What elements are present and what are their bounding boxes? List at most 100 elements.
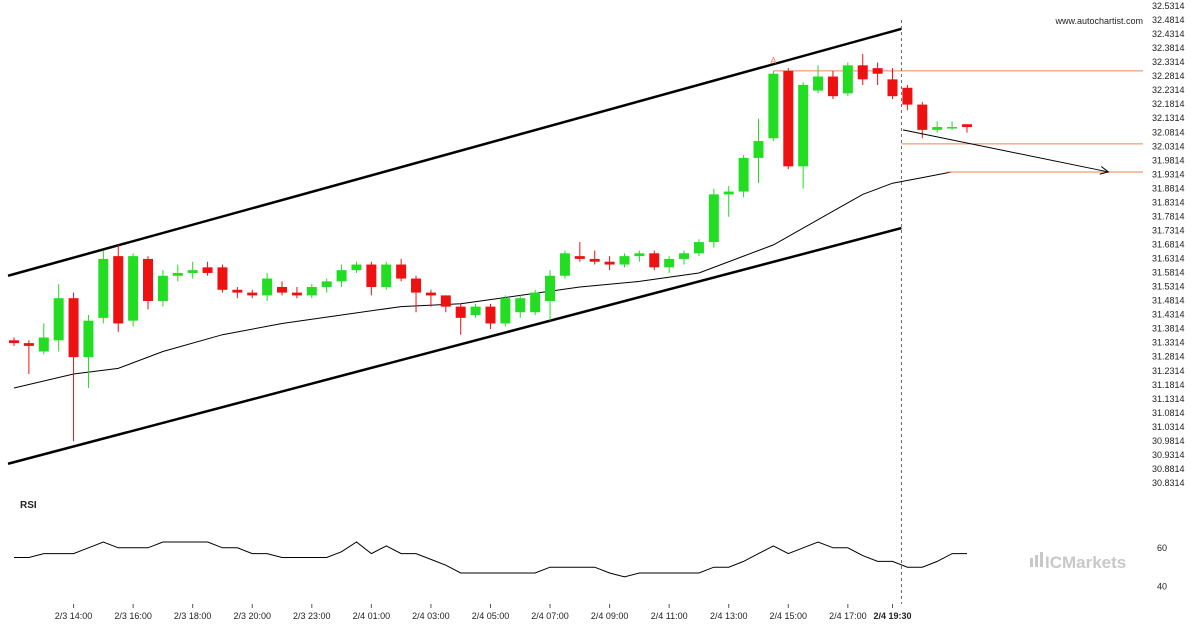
time-tick-label: 2/4 09:00 xyxy=(591,611,629,621)
bullish-candle xyxy=(932,127,943,130)
bullish-candle xyxy=(738,157,749,192)
price-tick-label: 31.3314 xyxy=(1152,338,1185,348)
bearish-candle xyxy=(574,256,585,259)
price-tick-label: 31.9314 xyxy=(1152,169,1185,179)
bearish-candle xyxy=(143,258,154,302)
watermark-logo: ICMarkets xyxy=(1030,552,1126,572)
channel-lines xyxy=(7,27,902,465)
price-tick-label: 32.4314 xyxy=(1152,29,1185,39)
bearish-candle xyxy=(366,264,377,287)
watermark-text: ICMarkets xyxy=(1045,553,1126,572)
price-tick-label: 31.1314 xyxy=(1152,394,1185,404)
bearish-candle xyxy=(485,306,496,324)
bullish-candle xyxy=(500,298,511,324)
price-axis: 32.5314 32.4814 32.4314 32.3814 32.3314 32.28… xyxy=(1152,1,1185,488)
price-tick-label: 31.2814 xyxy=(1152,352,1185,362)
price-levels: A xyxy=(770,20,1143,604)
bearish-candle xyxy=(217,267,228,290)
bullish-candle xyxy=(530,292,541,313)
price-tick-label: 30.9314 xyxy=(1152,450,1185,460)
bullish-candle xyxy=(381,264,392,287)
price-tick-label: 32.0314 xyxy=(1152,141,1185,151)
bearish-candle xyxy=(232,289,243,293)
channel-lower-line xyxy=(7,226,902,465)
forecast-arrow-head xyxy=(1099,166,1110,175)
rsi-line xyxy=(14,541,967,578)
bullish-candle xyxy=(172,272,183,276)
price-tick-label: 30.8814 xyxy=(1152,464,1185,474)
bullish-candle xyxy=(679,253,690,259)
price-tick-label: 32.2814 xyxy=(1152,71,1185,81)
bearish-candle xyxy=(857,65,868,80)
bullish-candle xyxy=(336,270,347,282)
rsi-tick-label: 40 xyxy=(1157,581,1167,591)
site-url[interactable]: www.autochartist.com xyxy=(1054,16,1143,26)
price-tick-label: 31.4314 xyxy=(1152,310,1185,320)
forecast-arrow xyxy=(902,129,1110,175)
bullish-candle xyxy=(634,253,645,257)
bullish-candle xyxy=(693,242,704,254)
time-tick-label: 2/3 18:00 xyxy=(174,611,212,621)
price-tick-label: 31.6814 xyxy=(1152,240,1185,250)
price-tick-label: 31.5814 xyxy=(1152,268,1185,278)
time-tick-label: 2/4 17:00 xyxy=(829,611,867,621)
bullish-candle xyxy=(306,286,317,296)
bearish-candle xyxy=(277,286,288,293)
bullish-candle xyxy=(38,337,49,352)
moving-average-line xyxy=(13,171,953,389)
forecast-arrow-line xyxy=(902,129,1109,173)
bullish-candle xyxy=(723,191,734,195)
bearish-candle xyxy=(9,340,19,344)
bullish-candle xyxy=(53,298,64,341)
bullish-candle xyxy=(187,270,198,273)
bullish-candle xyxy=(768,73,779,139)
candles xyxy=(9,54,972,442)
rsi-tick-label: 60 xyxy=(1157,543,1167,553)
price-tick-label: 32.1314 xyxy=(1152,113,1185,123)
bearish-candle xyxy=(440,295,451,307)
bullish-candle xyxy=(798,84,809,167)
bearish-candle xyxy=(291,292,302,296)
price-tick-label: 31.6314 xyxy=(1152,254,1185,264)
bearish-candle xyxy=(917,104,928,130)
time-tick-label: 2/3 20:00 xyxy=(233,611,271,621)
bearish-candle xyxy=(396,264,407,279)
price-tick-label: 31.2314 xyxy=(1152,366,1185,376)
bearish-candle xyxy=(783,70,794,167)
rsi-label: RSI xyxy=(20,500,37,511)
bearish-candle xyxy=(887,79,898,97)
bullish-candle xyxy=(559,253,570,276)
bearish-candle xyxy=(604,261,615,265)
bearish-candle xyxy=(961,124,972,128)
price-tick-label: 32.4814 xyxy=(1152,15,1185,25)
price-tick-label: 31.7314 xyxy=(1152,225,1185,235)
bullish-candle xyxy=(470,306,481,316)
price-tick-label: 32.3814 xyxy=(1152,43,1185,53)
time-tick-label: 2/4 19:30 xyxy=(873,611,911,621)
bearish-candle xyxy=(247,292,258,296)
bearish-candle xyxy=(455,306,466,318)
bullish-candle xyxy=(83,320,94,358)
price-tick-label: 31.7814 xyxy=(1152,211,1185,221)
time-tick-label: 2/4 03:00 xyxy=(412,611,450,621)
price-tick-label: 32.0814 xyxy=(1152,127,1185,137)
time-tick-label: 2/3 16:00 xyxy=(114,611,152,621)
time-tick-label: 2/4 05:00 xyxy=(472,611,510,621)
bullish-candle xyxy=(619,256,630,265)
price-tick-label: 31.8814 xyxy=(1152,183,1185,193)
bearish-candle xyxy=(827,76,838,97)
bullish-candle xyxy=(842,65,853,94)
price-tick-label: 31.0314 xyxy=(1152,422,1185,432)
price-tick-label: 31.8314 xyxy=(1152,197,1185,207)
bullish-candle xyxy=(545,275,556,302)
price-tick-label: 31.1814 xyxy=(1152,380,1185,390)
bullish-candle xyxy=(98,258,109,318)
bullish-candle xyxy=(708,194,719,243)
bearish-candle xyxy=(425,292,436,296)
time-tick-label: 2/3 23:00 xyxy=(293,611,331,621)
time-tick-label: 2/3 14:00 xyxy=(55,611,93,621)
bullish-candle xyxy=(947,127,958,129)
bearish-candle xyxy=(23,343,34,346)
